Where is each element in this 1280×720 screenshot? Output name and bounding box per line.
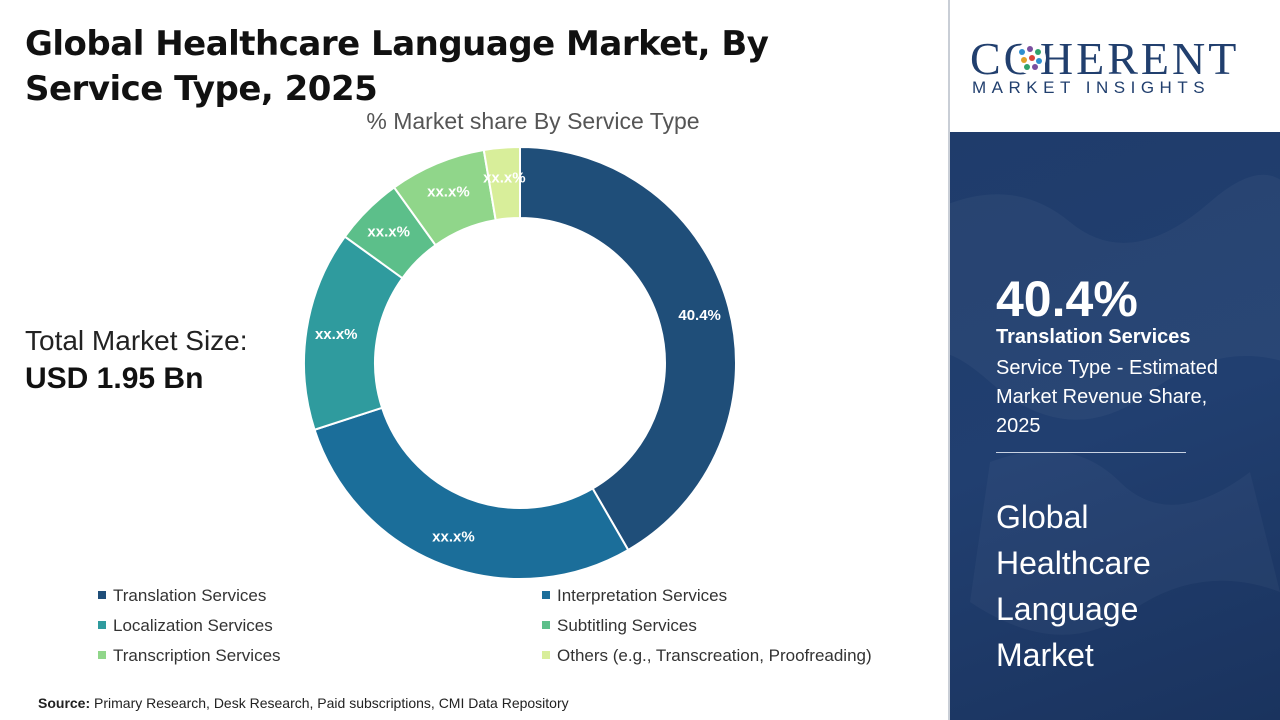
- market-size-label: Total Market Size:: [25, 325, 248, 356]
- brand-logo: COHERENT MARKET INSIGHTS: [950, 0, 1280, 132]
- legend-label: Transcription Services: [113, 646, 281, 665]
- highlight-value: 40.4%: [996, 271, 1138, 327]
- donut-slice-0: [519, 145, 737, 552]
- world-map-watermark: [950, 174, 1280, 420]
- legend-label: Subtitling Services: [557, 616, 697, 635]
- highlight-segment: Translation Services: [996, 326, 1191, 348]
- slice-label-1: xx.x%: [432, 529, 475, 546]
- slice-label-3: xx.x%: [367, 223, 410, 240]
- legend-label: Others (e.g., Transcreation, Proofreadin…: [557, 646, 872, 665]
- market-size-value: USD 1.95 Bn: [25, 362, 204, 395]
- page-title: Global Healthcare Language Market, By Se…: [25, 24, 769, 109]
- legend-item: Translation Services: [98, 586, 266, 606]
- panel-title: Global Healthcare Language Market: [996, 499, 1151, 673]
- legend-item: Subtitling Services: [542, 616, 697, 636]
- legend-swatch: [542, 591, 550, 599]
- legend-label: Translation Services: [113, 586, 267, 605]
- slice-label-5: xx.x%: [483, 170, 526, 187]
- chart-area: Global Healthcare Language Market, By Se…: [25, 24, 872, 711]
- legend-item: Localization Services: [98, 616, 273, 636]
- brand-tagline: MARKET INSIGHTS: [972, 78, 1211, 97]
- legend-label: Interpretation Services: [557, 586, 728, 605]
- panel-divider: [948, 0, 950, 720]
- legend-swatch: [98, 651, 106, 659]
- legend-swatch: [542, 621, 550, 629]
- donut-slice-5: [482, 145, 521, 222]
- source-note: Source: Primary Research, Desk Research,…: [38, 695, 569, 711]
- donut-slice-1: [313, 406, 630, 580]
- chart-subtitle: % Market share By Service Type: [366, 108, 700, 134]
- source-text: Primary Research, Desk Research, Paid su…: [94, 695, 569, 711]
- highlight-description: Service Type - Estimated Market Revenue …: [996, 357, 1218, 437]
- legend-item: Others (e.g., Transcreation, Proofreadin…: [542, 646, 872, 666]
- legend-swatch: [542, 651, 550, 659]
- slice-label-0: 40.4%: [678, 307, 721, 324]
- legend-label: Localization Services: [113, 616, 273, 635]
- globe-dots-icon: [1014, 42, 1046, 74]
- donut-chart: 40.4% xx.x% xx.x% xx.x% xx.x% xx.x%: [303, 145, 737, 580]
- source-label: Source:: [38, 695, 91, 711]
- slice-label-4: xx.x%: [427, 183, 470, 200]
- legend-item: Transcription Services: [98, 646, 281, 666]
- highlight-panel: 40.4% Translation Services Service Type …: [950, 132, 1280, 720]
- legend-swatch: [98, 591, 106, 599]
- panel-rule: [996, 452, 1186, 453]
- slice-label-2: xx.x%: [315, 326, 358, 343]
- legend-swatch: [98, 621, 106, 629]
- legend-item: Interpretation Services: [542, 586, 727, 606]
